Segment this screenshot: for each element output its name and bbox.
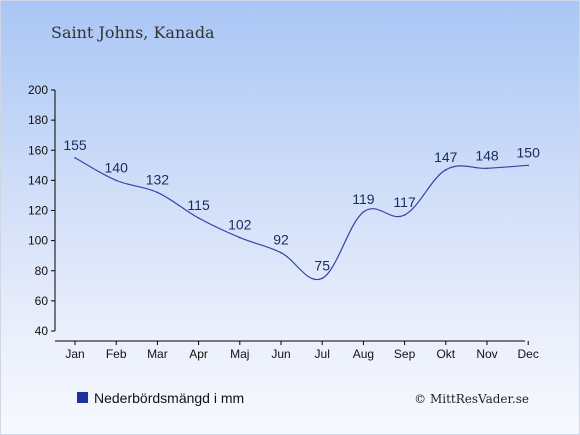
data-label: 75 — [314, 257, 330, 273]
y-tick-label: 160 — [28, 143, 48, 157]
y-tick-label: 60 — [35, 294, 49, 308]
y-tick-label: 120 — [28, 204, 48, 218]
copyright-text: © MittResVader.se — [414, 392, 529, 406]
x-tick-label: Maj — [230, 347, 249, 361]
x-tick-label: Mar — [147, 347, 168, 361]
x-tick-label: Jun — [271, 347, 290, 361]
x-tick-label: Nov — [476, 347, 497, 361]
data-label: 117 — [393, 194, 416, 210]
data-point — [362, 211, 365, 213]
data-label: 155 — [63, 137, 87, 153]
data-point — [74, 156, 76, 159]
legend-label: Nederbördsmängd i mm — [94, 390, 244, 406]
y-tick-label: 100 — [28, 234, 48, 248]
data-label: 140 — [105, 159, 129, 175]
x-tick-label: Aug — [353, 347, 374, 361]
y-tick-label: 40 — [35, 324, 49, 338]
x-tick-label: Sep — [394, 347, 416, 361]
data-label: 147 — [434, 149, 458, 165]
data-label: 92 — [273, 232, 289, 248]
data-label: 102 — [228, 217, 252, 233]
x-axis: Jan Feb Mar Apr Maj Jun Jul Aug Sep Okt Nov Dec — [55, 340, 539, 361]
data-labels: 155 140 132 115 102 92 75 119 117 147 148 150 — [63, 137, 540, 274]
y-tick-label: 180 — [28, 113, 48, 127]
x-tick-label: Feb — [106, 347, 127, 361]
data-label: 150 — [517, 144, 541, 160]
data-point — [486, 167, 488, 170]
y-tick-label: 200 — [28, 83, 48, 97]
data-point — [156, 191, 159, 194]
x-tick-label: Dec — [518, 347, 539, 361]
data-point — [445, 169, 447, 171]
series-layer — [74, 156, 529, 281]
data-point — [403, 214, 406, 216]
y-axis: 40 60 80 100 120 140 160 180 200 — [28, 83, 56, 338]
x-tick-label: Apr — [189, 347, 208, 361]
data-point — [115, 179, 117, 182]
legend-swatch — [77, 392, 88, 403]
data-label: 115 — [187, 197, 210, 213]
data-point — [239, 236, 241, 239]
data-label: 132 — [146, 171, 170, 187]
y-tick-label: 140 — [28, 173, 48, 187]
x-tick-label: Jan — [65, 347, 84, 361]
x-tick-label: Jul — [315, 347, 330, 361]
data-label: 148 — [475, 147, 499, 163]
data-point — [280, 251, 282, 254]
chart-title: Saint Johns, Kanada — [51, 23, 215, 42]
data-point — [197, 217, 200, 219]
data-label: 119 — [352, 191, 375, 207]
y-tick-label: 80 — [35, 264, 49, 278]
precipitation-line — [74, 157, 529, 281]
data-point — [321, 277, 324, 280]
x-tick-label: Okt — [436, 347, 455, 361]
data-point — [527, 164, 529, 167]
